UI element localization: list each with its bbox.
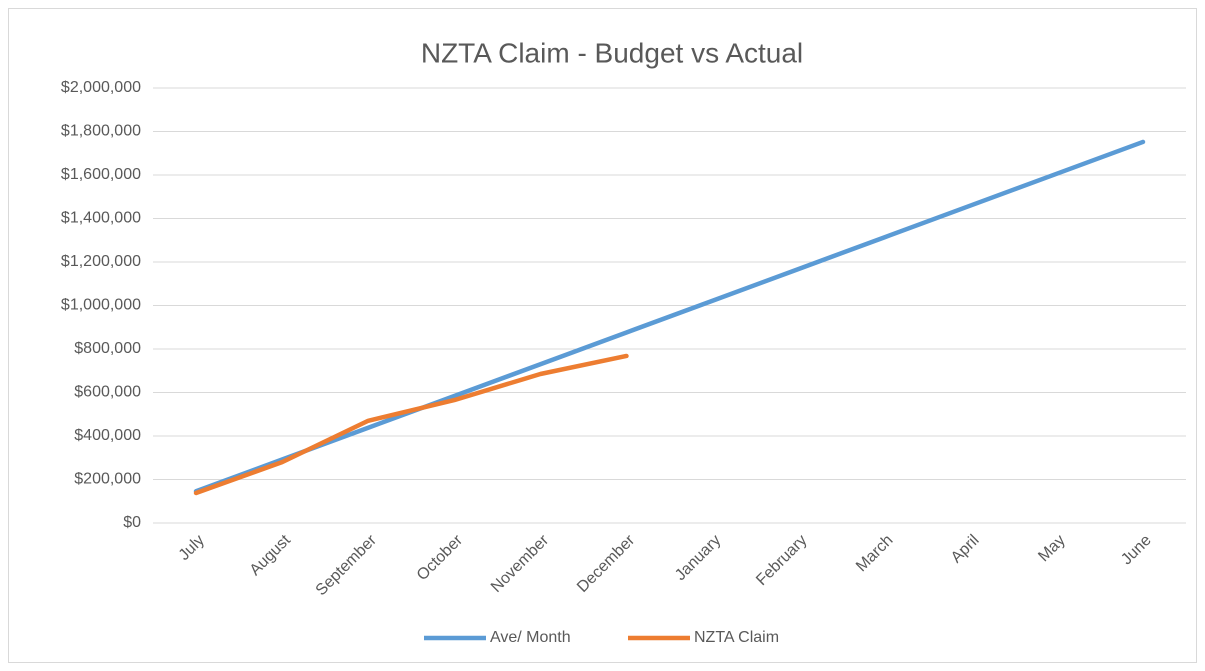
y-tick-label: $600,000 — [74, 384, 141, 401]
series-line — [193, 353, 629, 496]
legend-label: Ave/ Month — [490, 629, 571, 646]
y-tick-label: $1,800,000 — [61, 123, 141, 140]
y-tick-label: $2,000,000 — [61, 79, 141, 96]
y-tick-label: $1,400,000 — [61, 210, 141, 227]
chart-title: NZTA Claim - Budget vs Actual — [421, 37, 803, 68]
y-tick-label: $800,000 — [74, 340, 141, 357]
y-tick-label: $0 — [123, 514, 141, 531]
y-tick-label: $400,000 — [74, 427, 141, 444]
y-tick-label: $200,000 — [74, 471, 141, 488]
legend-label: NZTA Claim — [694, 629, 779, 646]
y-tick-label: $1,600,000 — [61, 166, 141, 183]
series-line — [193, 139, 1146, 494]
y-tick-label: $1,200,000 — [61, 253, 141, 270]
y-tick-label: $1,000,000 — [61, 297, 141, 314]
chart-border — [8, 8, 1197, 663]
